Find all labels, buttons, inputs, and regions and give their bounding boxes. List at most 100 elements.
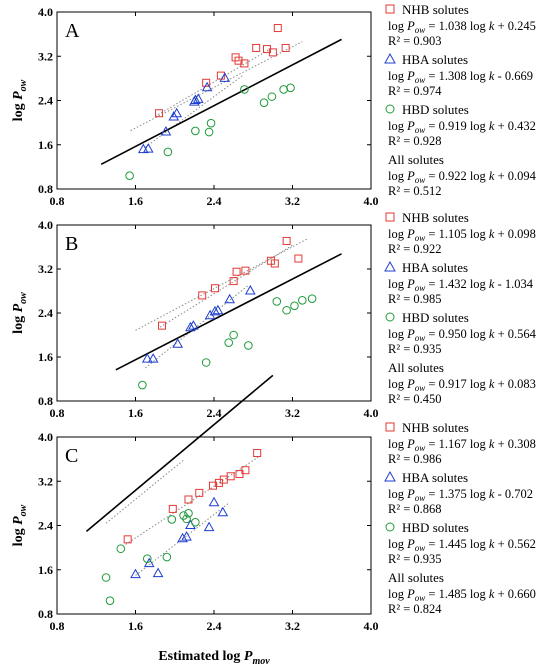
fit-equation: log Pow = 0.917 log k + 0.083 (388, 377, 536, 393)
hbd-point (184, 509, 193, 518)
hbd-point (101, 573, 111, 582)
nhb-point (198, 291, 207, 300)
x-tick-label: 0.8 (50, 619, 65, 633)
hbd-point (206, 118, 216, 128)
x-axis-label: Estimated log Pmov (158, 649, 270, 667)
hba-point (192, 93, 204, 103)
hba-point (203, 521, 215, 532)
legend-circle-icon (385, 104, 395, 114)
nhb-point (294, 254, 303, 263)
hba-point (185, 519, 196, 529)
x-tick-label: 4.0 (364, 619, 379, 633)
fit-line-circle (135, 238, 308, 331)
hbd-point (267, 92, 277, 101)
fit-equation: log Pow = 1.445 log k + 0.562 (388, 537, 536, 553)
legend-entry-triangle: HBA solutes log Pow = 1.308 log k - 0.669… (384, 52, 533, 98)
fit-equation: log Pow = 1.432 log k - 1.034 (388, 277, 534, 293)
r-squared: R² = 0.824 (388, 602, 442, 616)
nhb-point (241, 266, 250, 275)
nhb-point (241, 466, 250, 475)
legend-square-icon (385, 212, 395, 222)
fit-line-all (100, 38, 342, 166)
fit-equation: log Pow = 1.105 log k + 0.098 (388, 227, 536, 243)
legend-entry-circle: HBD solutes log Pow = 1.445 log k + 0.562… (385, 520, 536, 566)
nhb-point (209, 481, 218, 490)
hbd-point (191, 126, 200, 136)
hba-point (171, 107, 183, 118)
legend-series-name: All solutes (388, 360, 444, 375)
fit-line-circle (105, 458, 185, 524)
hba-point (190, 94, 201, 104)
fit-line-triangle (135, 502, 230, 576)
legend-series-name: HBA solutes (402, 470, 468, 485)
r-squared: R² = 0.903 (388, 34, 442, 48)
hbd-point (105, 596, 115, 606)
legend-circle-icon (385, 312, 395, 322)
x-tick-label: 3.2 (285, 619, 300, 633)
y-tick-label: 4.0 (38, 218, 53, 232)
y-axis-label: log Pow (11, 292, 29, 334)
legend-series-name: HBD solutes (402, 310, 469, 325)
x-tick-label: 0.8 (50, 194, 65, 208)
hbd-point (298, 296, 307, 305)
y-tick-label: 0.8 (38, 394, 53, 408)
panel-letter: C (65, 445, 78, 467)
legend-entry-triangle: HBA solutes log Pow = 1.375 log k - 0.702… (384, 470, 533, 516)
y-tick-label: 0.8 (38, 182, 53, 196)
legend-series-name: All solutes (388, 152, 444, 167)
hbd-point (240, 85, 249, 94)
hbd-point (259, 98, 269, 108)
y-tick-label: 4.0 (38, 5, 53, 19)
fit-line-square (159, 244, 293, 328)
hba-point (244, 284, 256, 295)
hbd-point (307, 294, 317, 304)
legend-entry-square: NHB solutes log Pow = 1.038 log k + 0.245… (385, 2, 536, 48)
r-squared: R² = 0.868 (388, 502, 442, 516)
y-tick-label: 0.8 (38, 607, 53, 621)
legend-entry-triangle: HBA solutes log Pow = 1.432 log k - 1.034… (384, 260, 534, 306)
legend-series-name: HBA solutes (402, 52, 468, 67)
fit-line-all (85, 374, 274, 533)
legend-square-icon (385, 4, 395, 14)
hbd-point (244, 341, 253, 350)
nhb-point (270, 259, 279, 268)
y-tick-label: 4.0 (38, 430, 53, 444)
nhb-point (240, 59, 249, 68)
r-squared: R² = 0.512 (388, 184, 442, 198)
hba-point (188, 320, 199, 330)
hba-point (209, 305, 221, 316)
hba-point (147, 353, 159, 363)
legend-series-name: NHB solutes (402, 210, 469, 225)
fit-equation: log Pow = 0.922 log k + 0.094 (388, 169, 537, 185)
hbd-point (125, 171, 134, 181)
hbd-point (163, 147, 173, 157)
nhb-point (273, 24, 282, 33)
panel-letter: B (65, 233, 78, 255)
hba-point (172, 338, 184, 348)
x-tick-label: 2.4 (207, 406, 222, 420)
hba-point (137, 143, 149, 154)
y-tick-label: 2.4 (38, 519, 53, 533)
legend-circle-icon (385, 522, 395, 532)
r-squared: R² = 0.922 (388, 242, 442, 256)
fit-equation: log Pow = 1.038 log k + 0.245 (388, 19, 536, 35)
hbd-point (191, 517, 200, 527)
y-tick-label: 3.2 (38, 262, 53, 276)
nhb-point (157, 321, 166, 330)
hbd-point (138, 380, 147, 390)
hbd-point (116, 544, 126, 554)
x-tick-label: 0.8 (50, 406, 65, 420)
fit-line-triangle (145, 74, 244, 148)
y-axis-label: log Pow (11, 79, 29, 121)
hba-point (141, 353, 153, 363)
r-squared: R² = 0.986 (388, 452, 442, 466)
nhb-point (252, 43, 261, 52)
hbd-point (142, 554, 152, 563)
r-squared: R² = 0.450 (388, 392, 442, 406)
r-squared: R² = 0.928 (388, 134, 442, 148)
panel-letter: A (65, 20, 80, 42)
hbd-point (162, 552, 172, 562)
hbd-point (290, 301, 299, 311)
fit-line-all (115, 253, 342, 371)
